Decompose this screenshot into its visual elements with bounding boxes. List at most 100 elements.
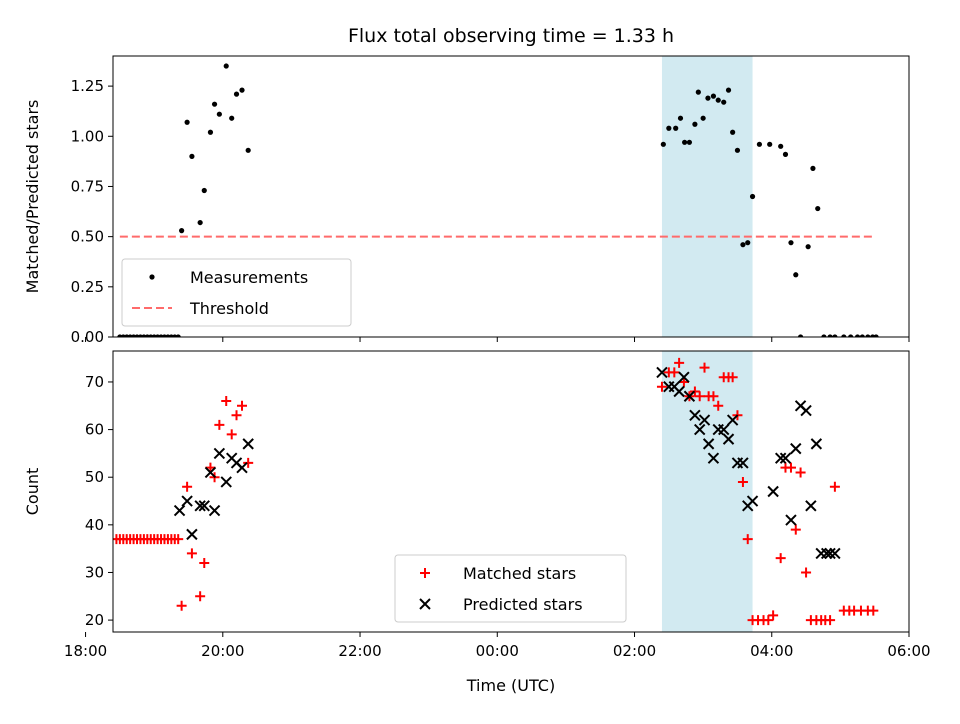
data-point [725,87,732,93]
data-point [868,605,879,616]
chart-title: Flux total observing time = 1.33 h [348,25,674,47]
x-tick-label: 20:00 [201,642,244,660]
y-tick-label: 0.25 [71,278,104,296]
y-tick-label: 0.50 [71,228,104,246]
bottom-panel: 20 30 40 50 60 70 18:00 20:00 22:00 00:00 02:00 04:… [23,350,931,695]
data-point [179,228,185,234]
data-point [710,93,717,99]
data-point [782,151,789,157]
y-axis-label: Count [23,468,42,516]
legend: Measurements Threshold [121,258,352,327]
data-point [197,219,203,226]
x-tick-label: 04:00 [750,642,793,660]
y-tick-label: 60 [85,421,104,439]
data-point [242,438,254,450]
data-point [722,433,735,445]
data-point [678,376,689,387]
data-point [208,504,221,517]
legend-box [394,554,627,623]
data-point [214,419,225,430]
data-point [176,600,187,611]
data-point [221,396,232,407]
legend-marker [149,274,155,280]
data-point [715,97,721,103]
data-point [204,466,217,479]
data-point [801,567,812,578]
data-point [865,334,871,337]
data-layer [117,63,879,337]
data-point [829,481,840,492]
data-point [702,438,715,450]
data-point [198,500,210,512]
data-point [669,367,680,378]
data-point [821,334,827,337]
data-point [763,615,774,626]
shaded-span [661,351,753,632]
data-point [726,414,739,426]
x-tick-label: 22:00 [338,642,381,660]
data-point [815,205,821,212]
data-point [182,481,193,492]
data-point [749,193,756,200]
y-tick-label: 30 [85,563,104,581]
series-matched-stars [113,357,879,626]
data-point [797,334,804,337]
data-point [810,165,816,171]
y-axis-label: Matched/Predicted stars [23,100,42,294]
data-point [673,125,679,131]
data-point [692,121,698,127]
data-point [793,272,799,278]
y-tick-label: 1.00 [71,127,104,145]
data-point [746,495,759,507]
data-point [727,372,738,383]
data-point [790,524,801,535]
data-point [873,334,879,337]
data-point [173,534,184,545]
data-point [682,139,688,145]
data-point [795,467,806,478]
data-point [700,115,706,121]
data-point [854,334,861,337]
data-point [229,115,235,121]
data-point [194,500,206,512]
data-point [779,452,792,464]
data-point [841,334,847,337]
data-point [233,91,240,97]
data-point [699,362,710,373]
data-point [832,334,838,337]
legend-label: Measurements [190,268,308,287]
data-point [805,244,811,250]
legend-marker [419,598,431,610]
y-tick-label: 20 [85,611,104,629]
data-point [774,452,787,464]
data-point [805,500,817,512]
data-point [220,476,232,488]
data-point [721,99,727,105]
data-point [740,242,746,248]
data-point [243,457,254,468]
data-point [693,423,706,436]
legend-label: Threshold [189,299,269,318]
data-point [189,153,195,159]
data-point [674,357,685,368]
data-point [707,452,720,464]
data-point [785,462,796,473]
data-point [660,141,666,147]
data-point [745,240,751,246]
data-point [195,591,206,602]
data-point [820,547,833,560]
data-point [713,400,724,411]
data-point [239,87,245,93]
data-point [800,404,812,417]
legend-box [121,258,352,327]
data-point [829,547,841,560]
data-point [686,139,693,145]
x-tick-label: 00:00 [476,642,519,660]
x-tick-label: 06:00 [887,642,930,660]
data-point [181,495,193,507]
data-point [785,514,797,526]
data-point [708,391,719,402]
data-point [666,125,672,131]
data-point [827,334,833,337]
